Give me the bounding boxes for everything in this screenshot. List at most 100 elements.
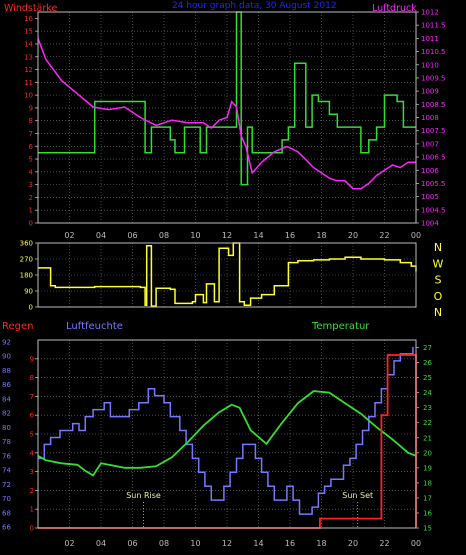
pressure-tick-label: 1009 <box>421 88 439 96</box>
rain-tick-label: 9 <box>30 355 34 363</box>
temperature-tick-label: 15 <box>423 525 432 533</box>
pressure-tick-label: 1011.5 <box>421 22 446 30</box>
pressure-tick-label: 1008.5 <box>421 101 446 109</box>
temperature-tick-label: 26 <box>423 359 432 367</box>
temperature-tick-label: 17 <box>423 494 432 502</box>
pressure-axis-title: Luftdruck <box>372 3 417 14</box>
wind-speed-tick-label: 8 <box>29 117 33 125</box>
x-tick-label: 22 <box>379 231 389 240</box>
x-tick-label: 12 <box>222 231 232 240</box>
wind-speed-tick-label: 9 <box>29 104 33 112</box>
wind-speed-tick-label: 2 <box>29 194 33 202</box>
x-tick-label: 00 <box>411 231 421 240</box>
wind-speed-tick-label: 7 <box>29 130 33 138</box>
x-tick-label: 10 <box>190 539 200 548</box>
humidity-tick-label: 76 <box>2 452 11 460</box>
temperature-tick-label: 25 <box>423 374 432 382</box>
wind-direction-tick-label: 90 <box>24 288 33 296</box>
humidity-tick-label: 90 <box>2 353 11 361</box>
pressure-tick-label: 1007 <box>421 140 439 148</box>
x-tick-label: 12 <box>222 539 232 548</box>
x-tick-label: 06 <box>127 231 137 240</box>
pressure-tick-label: 1005 <box>421 193 439 201</box>
panel1-frame <box>37 11 417 224</box>
humidity-axis-title: Luftfeuchte <box>66 321 123 332</box>
x-tick-label: 08 <box>159 231 169 240</box>
panel1-tick-labels: 01234567891011121314151610041004.5100510… <box>24 9 445 241</box>
pressure-tick-label: 1010.5 <box>421 48 446 56</box>
temperature-tick-label: 20 <box>423 449 432 457</box>
x-tick-label: 20 <box>348 539 358 548</box>
x-tick-label: 08 <box>159 539 169 548</box>
x-tick-label: 02 <box>64 231 74 240</box>
wind-speed-tick-label: 15 <box>24 28 33 36</box>
panel2-series <box>38 242 417 307</box>
humidity-line <box>38 347 414 515</box>
temperature-tick-label: 16 <box>423 509 432 517</box>
panel3-frame <box>37 339 417 529</box>
rain-tick-label: 2 <box>30 487 34 495</box>
humidity-tick-label: 70 <box>2 495 11 503</box>
panel3-gridlines <box>38 340 416 528</box>
x-tick-label: 00 <box>411 539 421 548</box>
x-tick-label: 18 <box>316 231 326 240</box>
wind-speed-tick-label: 6 <box>29 143 34 151</box>
rain-tick-label: 3 <box>30 468 34 476</box>
temperature-tick-label: 23 <box>423 404 432 412</box>
pressure-tick-label: 1007.5 <box>421 127 446 135</box>
rain-tick-label: 1 <box>30 506 34 514</box>
panel3-series <box>37 347 417 529</box>
temperature-tick-label: 24 <box>423 389 432 397</box>
rain-line <box>38 354 417 529</box>
wind-speed-line <box>38 11 416 186</box>
temperature-tick-label: 21 <box>423 434 432 442</box>
pressure-tick-label: 1010 <box>421 61 439 69</box>
compass-label: N <box>434 241 442 254</box>
sun-event-label: Sun Set <box>342 491 373 500</box>
compass-label: W <box>433 257 444 270</box>
x-tick-label: 14 <box>253 539 263 548</box>
wind-direction-tick-label: 360 <box>20 240 33 248</box>
temperature-tick-label: 22 <box>423 419 432 427</box>
x-tick-label: 22 <box>379 539 389 548</box>
wind-speed-tick-label: 10 <box>24 92 33 100</box>
wind-speed-tick-label: 12 <box>24 66 33 74</box>
wind-direction-line <box>38 242 417 307</box>
wind-speed-tick-label: 11 <box>24 79 33 87</box>
pressure-tick-label: 1009.5 <box>421 74 446 82</box>
chart-title: 24 hour graph data, 30 August 2012 <box>172 1 337 11</box>
panel3-annotations: Sun Rise Sun Set <box>126 491 373 528</box>
rain-tick-label: 0 <box>30 525 34 533</box>
x-tick-label: 18 <box>316 539 326 548</box>
humidity-tick-label: 88 <box>2 367 11 375</box>
temperature-tick-label: 27 <box>423 344 432 352</box>
x-tick-label: 14 <box>253 231 263 240</box>
humidity-tick-label: 78 <box>2 438 11 446</box>
compass-label: N <box>434 306 442 319</box>
wind-direction-tick-label: 180 <box>20 272 33 280</box>
humidity-tick-label: 80 <box>2 424 11 432</box>
panel1-series <box>37 11 416 190</box>
pressure-tick-label: 1004 <box>421 220 439 228</box>
x-tick-label: 02 <box>64 539 74 548</box>
temperature-line <box>37 390 417 477</box>
x-tick-label: 20 <box>348 231 358 240</box>
humidity-tick-label: 68 <box>2 509 11 517</box>
panel2-gridlines <box>38 243 416 307</box>
humidity-tick-label: 84 <box>2 395 11 403</box>
wind-speed-axis-title: Windstärke <box>4 3 57 14</box>
humidity-tick-label: 82 <box>2 410 11 418</box>
wind-speed-tick-label: 3 <box>29 181 33 189</box>
pressure-tick-label: 1006 <box>421 167 439 175</box>
x-tick-label: 06 <box>127 539 137 548</box>
wind-direction-tick-label: 0 <box>29 304 33 312</box>
pressure-tick-label: 1006.5 <box>421 154 446 162</box>
x-tick-label: 04 <box>96 231 106 240</box>
temperature-axis-title: Temperatur <box>311 321 370 332</box>
wind-speed-tick-label: 16 <box>24 15 33 23</box>
rain-tick-label: 7 <box>30 393 34 401</box>
sun-event-label: Sun Rise <box>126 491 161 500</box>
